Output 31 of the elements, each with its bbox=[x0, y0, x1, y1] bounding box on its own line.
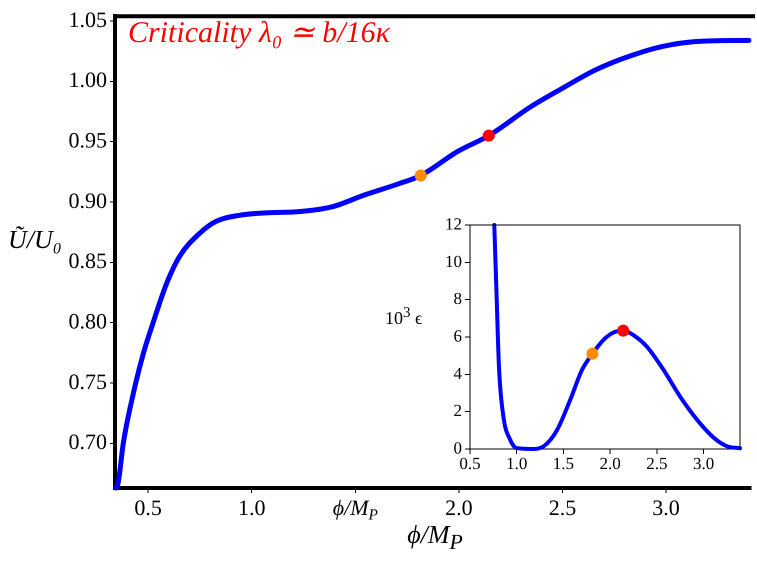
x-tick-label: 3.0 bbox=[692, 454, 714, 473]
x-tick-label: 0.5 bbox=[459, 454, 481, 473]
y-tick-label: 0.75 bbox=[68, 368, 107, 394]
y-tick-label: 1.05 bbox=[68, 6, 107, 32]
y-tick-label: 0 bbox=[454, 438, 462, 458]
x-tick-label: 1.0 bbox=[238, 494, 266, 520]
line-series bbox=[492, 223, 742, 451]
x-tick-label: 2.5 bbox=[646, 454, 668, 473]
x-tick-label: 2.5 bbox=[548, 494, 576, 520]
y-tick-label: 4 bbox=[454, 364, 462, 383]
x-tick-label: 2.0 bbox=[600, 454, 621, 473]
y-tick-label: 2 bbox=[454, 401, 462, 420]
x-tick-label: 1.5 bbox=[552, 454, 574, 473]
x-tick-label: 0.5 bbox=[134, 494, 162, 520]
y-axis-title: Ũ/U₀ bbox=[8, 225, 62, 255]
annotation: Criticality λ₀ ≃ b/16κ bbox=[128, 15, 390, 50]
y-tick-label: 1.00 bbox=[68, 67, 107, 92]
y-tick-label: 0.90 bbox=[68, 188, 107, 213]
x-tick-label: 1.0 bbox=[506, 454, 528, 473]
y-tick-label: 10 bbox=[445, 252, 462, 271]
y-axis-title: 10$^{3}$ ϵ bbox=[385, 305, 422, 329]
y-tick-label: 0.80 bbox=[68, 308, 107, 334]
y-tick-label: 12 bbox=[445, 214, 462, 234]
x-tick-label: 3.0 bbox=[652, 494, 680, 520]
y-tick-label: 0.95 bbox=[68, 127, 107, 152]
x-tick-label: 2.0 bbox=[445, 494, 473, 520]
y-tick-label: 6 bbox=[454, 326, 462, 346]
y-tick-label: 0.70 bbox=[68, 429, 107, 454]
y-tick-label: 0.85 bbox=[68, 248, 107, 274]
x-axis-title: ϕ/M$_{P}$ bbox=[407, 520, 463, 554]
y-tick-label: 8 bbox=[454, 289, 462, 308]
